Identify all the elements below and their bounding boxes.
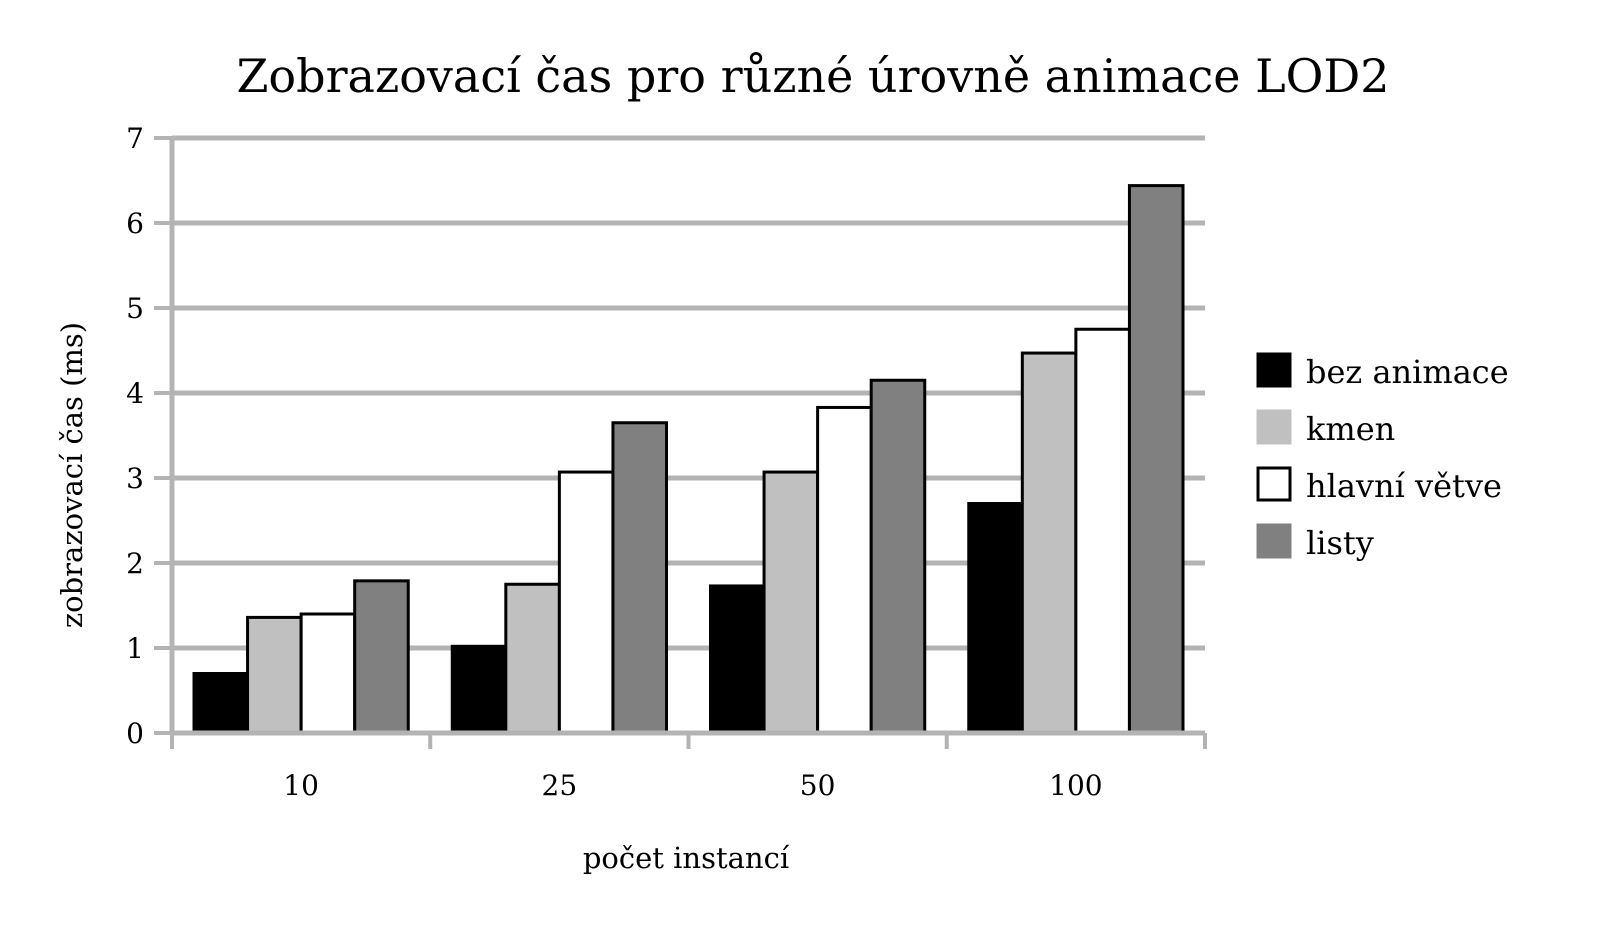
bar — [1074, 327, 1131, 735]
y-tick-label: 0 — [126, 717, 144, 750]
bars — [192, 184, 1185, 735]
bar — [353, 579, 410, 735]
legend-swatch — [1256, 352, 1292, 388]
y-tick-label: 6 — [126, 207, 144, 240]
y-tick-label: 3 — [126, 462, 144, 495]
x-tick-label: 50 — [800, 769, 836, 802]
bar — [192, 672, 250, 735]
bar — [816, 405, 873, 735]
chart-title: Zobrazovací čas pro různé úrovně animace… — [236, 49, 1389, 103]
bar — [557, 470, 615, 735]
legend-swatch — [1256, 466, 1292, 502]
bar — [450, 644, 508, 735]
x-tick-label: 25 — [542, 769, 578, 802]
bar — [611, 421, 668, 735]
y-tick-label: 5 — [126, 292, 144, 325]
legend-label: hlavní větve — [1306, 467, 1502, 505]
legend: bez animace kmen hlavní větve listy — [1256, 352, 1509, 562]
bar — [246, 615, 303, 735]
y-tick-label: 4 — [126, 377, 144, 410]
bar — [762, 470, 820, 735]
y-tick-label: 7 — [126, 122, 144, 155]
legend-swatch — [1256, 409, 1292, 445]
bar — [1020, 351, 1078, 735]
legend-label: bez animace — [1306, 353, 1509, 391]
bar — [869, 378, 927, 735]
y-tick-label: 1 — [126, 632, 144, 665]
legend-label: listy — [1306, 524, 1374, 562]
bar — [504, 582, 561, 735]
y-tick-label: 2 — [126, 547, 144, 580]
x-tick-label: 100 — [1049, 769, 1102, 802]
legend-swatch — [1256, 523, 1292, 559]
x-axis-title: počet instancí — [583, 841, 790, 875]
bar — [1127, 184, 1185, 735]
y-axis-title: zobrazovací čas (ms) — [55, 322, 89, 628]
legend-label: kmen — [1306, 410, 1395, 448]
x-tick-label: 10 — [283, 769, 319, 802]
bar — [967, 502, 1024, 735]
axes: 0 1 2 3 4 5 6 7 10 25 50 100 — [126, 122, 1207, 802]
bar — [709, 584, 766, 735]
gridlines — [172, 135, 1205, 651]
bar — [299, 612, 357, 735]
